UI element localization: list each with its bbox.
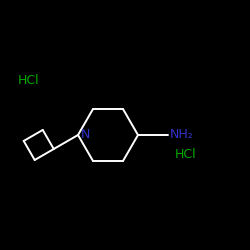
Text: NH₂: NH₂ bbox=[170, 128, 194, 141]
Text: HCl: HCl bbox=[175, 148, 197, 162]
Text: N: N bbox=[81, 128, 90, 141]
Text: HCl: HCl bbox=[18, 74, 40, 86]
